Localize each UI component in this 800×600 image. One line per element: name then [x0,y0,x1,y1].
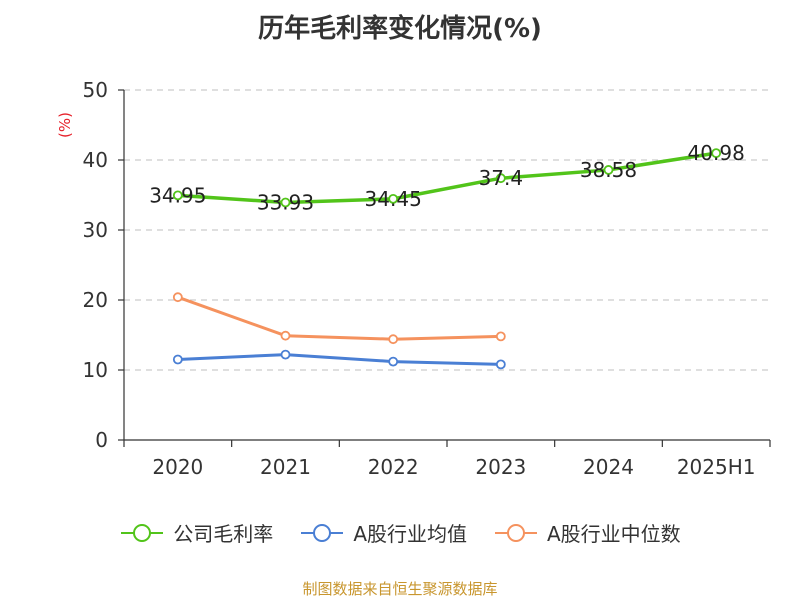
legend-label: A股行业中位数 [547,522,681,546]
y-tick-label: 30 [83,218,108,242]
series-line-1 [176,353,503,366]
legend-swatch [495,523,537,542]
legend-item[interactable]: 公司毛利率 [119,518,273,547]
legend: 公司毛利率 A股行业均值 A股行业中位数 [0,518,800,547]
data-point [495,331,506,342]
data-point [280,197,291,208]
source-note: 制图数据来自恒生聚源数据库 [302,580,498,598]
series-line-0 [176,151,718,205]
series-line-2 [176,295,503,341]
y-tick-label: 50 [83,78,108,102]
legend-swatch [301,523,344,542]
data-label: 34.95 [149,183,206,207]
x-tick-label: 2024 [583,455,634,479]
data-label: 33.93 [257,190,314,214]
data-point [495,359,506,370]
data-label: 34.45 [365,187,422,211]
legend-item[interactable]: A股行业中位数 [493,518,681,547]
legend-swatch-marker [507,523,525,542]
legend-swatch-marker [133,523,152,542]
chart-title: 历年毛利率变化情况(%) [258,14,542,44]
data-point [172,354,183,365]
y-axis-label: (%) [56,112,74,138]
data-point [172,292,183,303]
data-point [388,193,399,204]
legend-item[interactable]: A股行业均值 [299,518,467,547]
x-tick-label: 2021 [260,455,311,479]
y-tick-label: 0 [95,428,108,452]
data-point [388,356,399,367]
data-point [603,165,614,175]
data-label: 37.4 [479,166,524,190]
data-point [495,173,506,184]
data-point [280,349,291,360]
x-tick-label: 2025H1 [677,455,756,479]
y-tick-label: 20 [83,288,108,312]
legend-label: 公司毛利率 [173,522,274,546]
data-label: 38.58 [580,158,637,182]
y-tick-label: 10 [83,358,108,382]
data-label: 40.98 [688,141,745,165]
x-tick-label: 2020 [152,455,203,479]
y-tick-label: 40 [83,148,108,172]
data-point [280,330,291,341]
data-point [172,190,183,201]
data-point [388,334,399,345]
x-tick-label: 2022 [368,455,419,479]
legend-swatch-marker [313,523,332,542]
data-point [711,148,722,159]
legend-label: A股行业均值 [353,522,467,546]
legend-swatch [121,523,164,542]
x-tick-label: 2023 [475,455,526,479]
